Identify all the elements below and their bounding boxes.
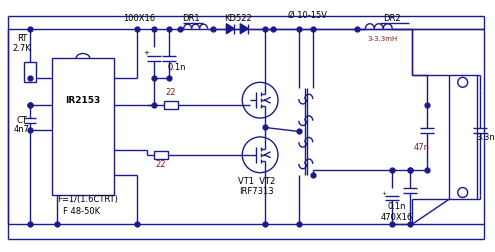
Text: 0.1n: 0.1n: [388, 202, 406, 211]
Text: F 48-50K: F 48-50K: [63, 207, 100, 216]
Text: 3.3n: 3.3n: [476, 133, 495, 142]
FancyBboxPatch shape: [164, 101, 178, 109]
Polygon shape: [226, 24, 234, 34]
Text: Ø 10-15V: Ø 10-15V: [288, 11, 327, 20]
Text: 22: 22: [165, 88, 176, 97]
Text: VT1  VT2: VT1 VT2: [238, 177, 275, 186]
Text: IRF7313: IRF7313: [239, 187, 273, 196]
Text: IR2153: IR2153: [65, 96, 100, 105]
Text: 2.7K: 2.7K: [12, 44, 31, 53]
Text: 0.1n: 0.1n: [167, 63, 186, 72]
Text: 100X16: 100X16: [123, 14, 155, 23]
Text: 22: 22: [155, 160, 166, 169]
Text: 4n7: 4n7: [14, 125, 30, 135]
Text: +: +: [143, 50, 149, 55]
FancyBboxPatch shape: [24, 62, 36, 82]
Text: DR2: DR2: [384, 14, 401, 23]
Bar: [449, 75, 477, 200]
Bar: [51, 58, 114, 195]
Text: F=1/(1.6CTRT): F=1/(1.6CTRT): [57, 195, 118, 204]
Polygon shape: [240, 24, 248, 34]
Text: KD522: KD522: [224, 14, 252, 23]
Text: +: +: [382, 191, 387, 196]
Text: RT: RT: [17, 34, 27, 43]
Text: 470X16: 470X16: [381, 213, 413, 222]
Text: DR1: DR1: [182, 14, 199, 23]
Text: 47n: 47n: [414, 143, 430, 152]
Text: CT: CT: [16, 116, 27, 124]
Text: 3-3.3mH: 3-3.3mH: [367, 36, 397, 42]
FancyBboxPatch shape: [154, 151, 168, 159]
